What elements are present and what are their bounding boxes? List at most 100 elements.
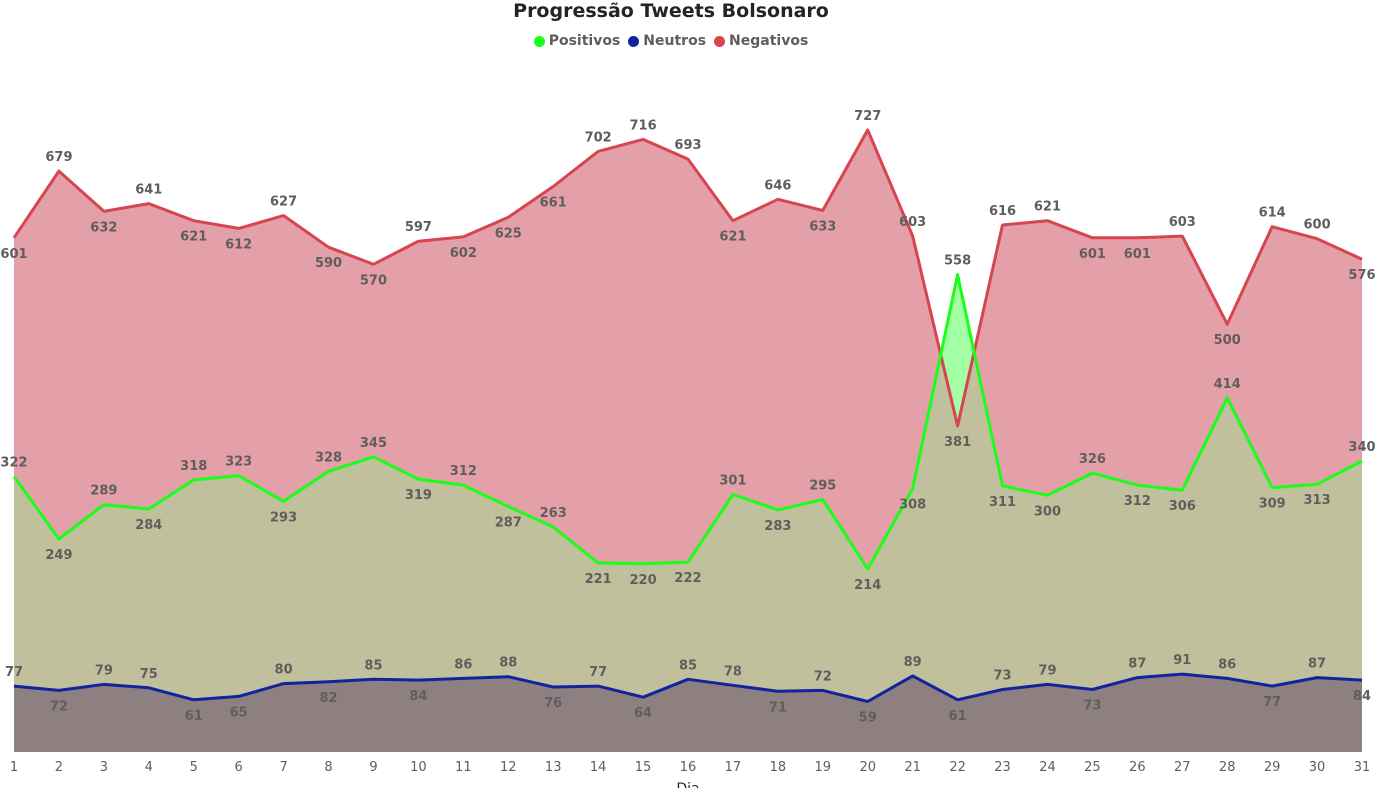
chart-title: Progressão Tweets Bolsonaro [513, 0, 829, 22]
data-label-negativos: 679 [45, 150, 72, 165]
data-label-negativos: 621 [180, 230, 207, 245]
data-label-negativos: 597 [405, 220, 432, 235]
data-label-negativos: 603 [899, 215, 926, 230]
data-label-neutros: 88 [499, 656, 517, 671]
x-tick-label: 12 [500, 760, 517, 775]
data-label-neutros: 77 [589, 665, 607, 680]
data-label-negativos: 601 [1124, 247, 1151, 262]
area-fills [14, 130, 1362, 752]
data-label-positivos: 319 [405, 488, 432, 503]
data-label-positivos: 323 [225, 455, 252, 470]
legend-marker-neutros [628, 35, 640, 47]
x-tick-label: 30 [1309, 760, 1326, 775]
data-label-positivos: 249 [45, 548, 72, 563]
x-tick-label: 25 [1084, 760, 1101, 775]
data-label-neutros: 75 [140, 667, 158, 682]
data-label-neutros: 87 [1128, 657, 1146, 672]
data-label-negativos: 621 [1034, 200, 1061, 215]
line-negativos[interactable] [12, 128, 1363, 428]
data-label-positivos: 284 [135, 518, 162, 533]
data-label-positivos: 326 [1079, 452, 1106, 467]
x-tick-label: 16 [680, 760, 697, 775]
x-tick-label: 28 [1219, 760, 1236, 775]
data-label-negativos: 590 [315, 256, 342, 271]
data-label-neutros: 84 [1353, 689, 1371, 704]
data-label-positivos: 345 [360, 436, 387, 451]
data-label-positivos: 312 [1124, 494, 1151, 509]
x-tick-label: 27 [1174, 760, 1191, 775]
data-label-neutros: 86 [1218, 657, 1236, 672]
data-label-negativos: 602 [450, 246, 477, 261]
data-label-positivos: 328 [315, 450, 342, 465]
data-label-positivos: 222 [674, 571, 701, 586]
data-label-neutros: 85 [679, 658, 697, 673]
x-tick-label: 19 [815, 760, 832, 775]
data-label-positivos: 308 [899, 497, 926, 512]
data-label-negativos: 693 [674, 138, 701, 153]
data-label-neutros: 77 [5, 665, 23, 680]
area-overlap-tint [14, 130, 1362, 752]
data-label-positivos: 221 [585, 572, 612, 587]
data-label-positivos: 287 [495, 515, 522, 530]
data-label-positivos: 312 [450, 464, 477, 479]
x-tick-label: 4 [145, 760, 153, 775]
line-neutros[interactable] [13, 672, 1363, 703]
data-label-neutros: 61 [949, 709, 967, 724]
x-tick-label: 10 [410, 760, 427, 775]
data-label-negativos: 381 [944, 435, 971, 450]
data-label-positivos: 295 [809, 479, 836, 494]
data-label-negativos: 600 [1303, 218, 1330, 233]
legend-item-neutros[interactable]: Neutros [628, 33, 706, 49]
data-label-negativos: 661 [540, 195, 567, 210]
x-tick-label: 31 [1354, 760, 1371, 775]
x-tick-label: 1 [10, 760, 18, 775]
x-tick-label: 23 [994, 760, 1011, 775]
x-tick-label: 15 [635, 760, 652, 775]
data-label-positivos: 322 [0, 456, 27, 471]
data-label-neutros: 73 [993, 669, 1011, 684]
x-tick-label: 11 [455, 760, 472, 775]
data-label-neutros: 91 [1173, 653, 1191, 668]
x-tick-label: 24 [1039, 760, 1056, 775]
data-label-neutros: 82 [319, 691, 337, 706]
data-label-neutros: 72 [50, 699, 68, 714]
data-label-negativos: 616 [989, 204, 1016, 219]
data-label-negativos: 641 [135, 183, 162, 198]
data-label-neutros: 76 [544, 696, 562, 711]
x-tick-label: 22 [949, 760, 966, 775]
data-labels: 322 249 289 284 318 323 293 328 345 319 312 287 263 2… [0, 109, 1375, 726]
x-tick-label: 20 [859, 760, 876, 775]
data-label-negativos: 612 [225, 237, 252, 252]
data-label-neutros: 87 [1308, 657, 1326, 672]
x-tick-label: 6 [235, 760, 243, 775]
data-label-positivos: 293 [270, 510, 297, 525]
line-positivos[interactable] [12, 273, 1363, 571]
x-tick-label: 8 [324, 760, 332, 775]
data-label-negativos: 500 [1214, 333, 1241, 348]
data-label-negativos: 646 [764, 178, 791, 193]
data-label-negativos: 576 [1348, 268, 1375, 283]
data-label-neutros: 86 [454, 657, 472, 672]
legend-item-negativos[interactable]: Negativos [714, 33, 808, 49]
data-label-positivos: 214 [854, 578, 881, 593]
legend-item-positivos[interactable]: Positivos [533, 33, 621, 49]
data-label-positivos: 220 [629, 573, 656, 588]
data-label-negativos: 601 [0, 247, 27, 262]
data-label-negativos: 570 [360, 273, 387, 288]
legend: Positivos Neutros Negativos [0, 33, 1342, 49]
x-tick-label: 5 [190, 760, 198, 775]
data-label-positivos: 318 [180, 459, 207, 474]
data-label-negativos: 601 [1079, 247, 1106, 262]
data-label-negativos: 727 [854, 109, 881, 124]
data-label-negativos: 614 [1259, 206, 1286, 221]
x-tick-label: 3 [100, 760, 108, 775]
data-label-negativos: 716 [629, 118, 656, 133]
x-tick-label: 18 [770, 760, 787, 775]
data-label-positivos: 340 [1348, 440, 1375, 455]
x-tick-label: 13 [545, 760, 562, 775]
x-tick-label: 26 [1129, 760, 1146, 775]
data-label-negativos: 627 [270, 195, 297, 210]
data-label-positivos: 558 [944, 254, 971, 269]
legend-label-positivos: Positivos [548, 33, 621, 49]
